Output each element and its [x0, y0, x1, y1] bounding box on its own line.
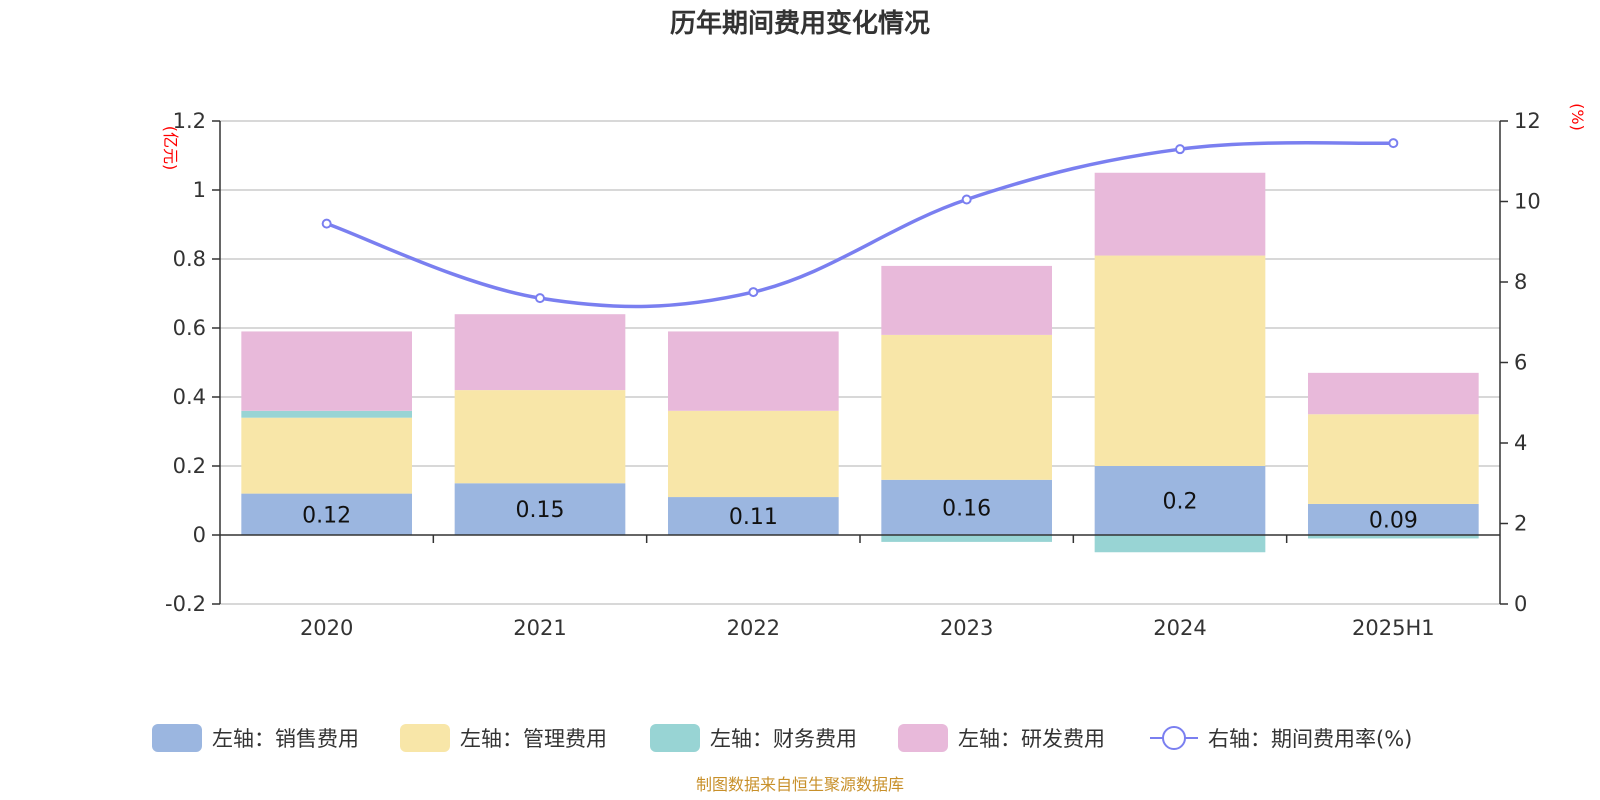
source-note: 制图数据来自恒生聚源数据库: [696, 775, 904, 794]
bar-segment: [1094, 255, 1266, 466]
rate-point: [535, 293, 545, 304]
legend-label: 右轴：期间费用率(%): [1208, 727, 1412, 751]
bar-data-label: 0.11: [729, 505, 778, 530]
bar-data-label: 0.09: [1369, 508, 1418, 533]
legend-swatch: [650, 724, 700, 752]
bar-segment: [668, 497, 839, 535]
rate-point: [321, 218, 332, 229]
x-axis-label: 2022: [727, 616, 780, 640]
bar-segment: [668, 410, 839, 498]
bar-segment: [454, 483, 626, 535]
legend-swatch: [152, 724, 202, 752]
bar-data-label: 0.15: [516, 498, 565, 523]
bar-segment: [454, 390, 626, 484]
rate-point: [748, 287, 759, 298]
left-axis-tick-label: 1.2: [173, 109, 206, 133]
grid-lines: [220, 120, 1500, 605]
right-axis-tick-label: 0: [1514, 592, 1527, 616]
rate-point: [1175, 144, 1185, 155]
chart-title: 历年期间费用变化情况: [670, 8, 930, 39]
left-axis-tick-label: 0.2: [173, 454, 206, 478]
right-axis-tick-label: 10: [1514, 190, 1541, 214]
legend-label: 左轴：管理费用: [460, 727, 607, 751]
legend-label: 左轴：销售费用: [212, 727, 359, 751]
left-axis-tick-label: -0.2: [165, 592, 206, 616]
right-axis-tick-label: 12: [1514, 109, 1541, 133]
x-axis-label: 2025H1: [1352, 616, 1435, 640]
legend-line-marker: [1162, 726, 1186, 750]
bar-data-label: 0.16: [942, 496, 991, 521]
x-axis-label: 2021: [513, 616, 566, 640]
left-axis-tick-label: 1: [193, 178, 206, 202]
x-axis-label: 2023: [940, 616, 993, 640]
legend-swatch: [400, 724, 450, 752]
bar-segment: [241, 410, 412, 418]
left-axis-tick-label: 0: [193, 523, 206, 547]
legend-label: 左轴：研发费用: [958, 727, 1105, 751]
x-axis-label: 2024: [1153, 616, 1206, 640]
bar-segment: [1308, 503, 1479, 535]
bar-segment: [1094, 172, 1266, 256]
right-axis-tick-label: 6: [1514, 351, 1527, 375]
bar-segment: [881, 334, 1052, 480]
bar-data-label: 0.12: [302, 503, 351, 528]
bar-segment: [241, 493, 412, 535]
legend-label: 左轴：财务费用: [710, 727, 857, 751]
bar-segment: [241, 417, 412, 494]
x-axis-label: 2020: [300, 616, 353, 640]
bar-segment: [1308, 372, 1479, 415]
rate-point: [1388, 138, 1399, 149]
axes: -0.2 0 0.2 0.4 0.6 0.8 1 1.2(亿元) 0 2 4 6 8 10 12 (%) 202…: [161, 103, 1587, 640]
bar-segment: [1094, 466, 1266, 535]
bar-segment: [881, 265, 1052, 335]
left-axis-tick-label: 0.4: [173, 385, 206, 409]
bar-segment: [881, 479, 1052, 535]
rate-point: [961, 194, 972, 205]
right-axis-tick-label: 8: [1514, 270, 1527, 294]
bar-data-label: 0.2: [1163, 490, 1198, 515]
bar-segment: [454, 314, 626, 391]
data-labels: 0.12 0.15 0.11 0.16 0.2 0.09: [302, 490, 1418, 534]
left-axis-unit: (亿元): [161, 126, 180, 171]
bar-stacks: [241, 172, 1479, 553]
left-axis-tick-label: 0.8: [173, 247, 206, 271]
rate-line: [321, 138, 1399, 309]
bar-segment: [668, 331, 839, 411]
right-axis-unit: (%): [1568, 103, 1587, 131]
bar-segment: [241, 331, 412, 411]
bar-segment: [1308, 535, 1479, 539]
bar-segment: [1308, 414, 1479, 504]
rate-line-path: [326, 141, 1394, 309]
right-axis-tick-label: 2: [1514, 512, 1527, 536]
right-axis-tick-label: 4: [1514, 431, 1527, 455]
bar-segment: [881, 535, 1052, 542]
bar-segment: [1094, 535, 1266, 553]
left-axis-tick-label: 0.6: [173, 316, 206, 340]
legend-swatch: [898, 724, 948, 752]
legend: 左轴：销售费用 左轴：管理费用 左轴：财务费用 左轴：研发费用 右轴：期间费用率(%): [152, 724, 1412, 752]
